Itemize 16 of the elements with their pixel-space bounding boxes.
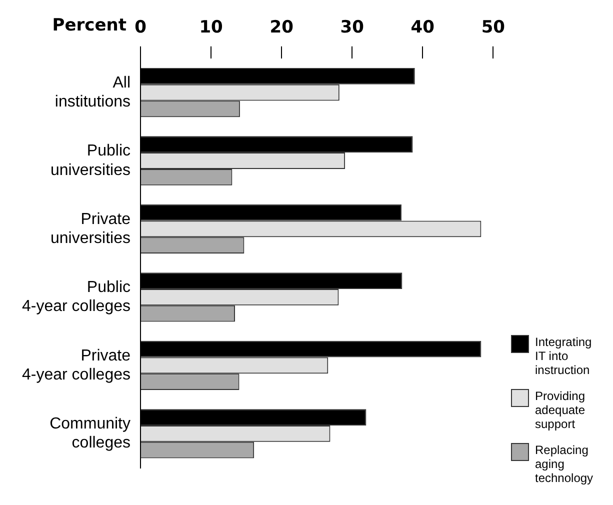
y-tick-label: Private 4-year colleges bbox=[22, 347, 131, 384]
y-tick-label: Community colleges bbox=[50, 415, 130, 452]
y-tick-label: Public universities bbox=[50, 142, 130, 179]
legend-label: Replacing aging technology bbox=[535, 443, 594, 485]
y-tick-label: Private universities bbox=[50, 210, 131, 247]
y-tick-label: All institutions bbox=[54, 74, 130, 111]
x-tick-label: 40 bbox=[410, 18, 435, 38]
legend-label: Providing adequate support bbox=[535, 389, 586, 431]
y-tick-label: Public 4-year colleges bbox=[22, 279, 130, 316]
legend-label: Integrating IT into instruction bbox=[535, 335, 593, 377]
x-tick-label: 30 bbox=[340, 18, 364, 38]
x-axis-title: Percent bbox=[52, 15, 126, 36]
x-tick-label: 50 bbox=[481, 18, 506, 38]
x-tick-label: 0 bbox=[134, 18, 147, 38]
x-tick-label: 20 bbox=[270, 18, 294, 38]
x-tick-label: 10 bbox=[199, 18, 224, 38]
